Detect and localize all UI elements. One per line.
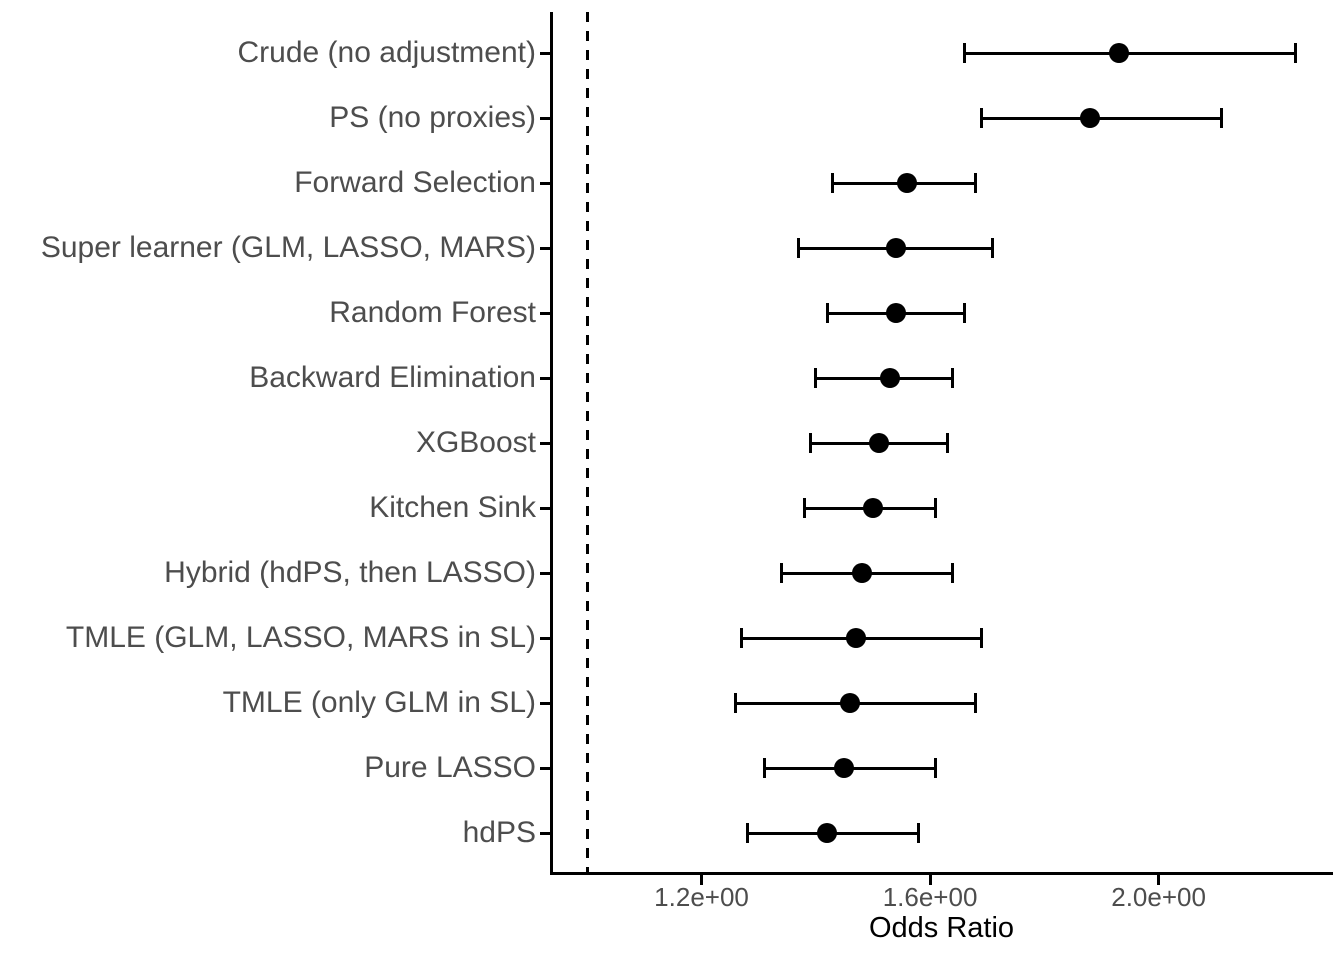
category-label: hdPS [462, 816, 536, 849]
category-label: TMLE (GLM, LASSO, MARS in SL) [65, 621, 536, 654]
category-label: Super learner (GLM, LASSO, MARS) [40, 231, 536, 264]
ci-cap-left [802, 498, 806, 518]
category-label: PS (no proxies) [329, 101, 536, 134]
x-axis-title: Odds Ratio [868, 912, 1015, 944]
ci-cap-right [945, 433, 949, 453]
category-label: Backward Elimination [249, 361, 536, 394]
ci-cap-right [974, 173, 978, 193]
ci-cap-right [917, 823, 921, 843]
ci-cap-left [831, 173, 835, 193]
category-label: TMLE (only GLM in SL) [222, 686, 536, 719]
category-label: Hybrid (hdPS, then LASSO) [164, 556, 536, 589]
y-axis-tick [540, 181, 550, 185]
point-estimate-dot [840, 693, 861, 713]
reference-line-null-effect [585, 12, 589, 872]
category-label: Kitchen Sink [369, 491, 536, 524]
ci-cap-right [934, 758, 938, 778]
ci-cap-left [814, 368, 818, 388]
point-estimate-dot [868, 433, 889, 453]
category-label: Forward Selection [294, 166, 536, 199]
ci-cap-right [951, 563, 955, 583]
ci-cap-left [740, 628, 744, 648]
point-estimate-dot [880, 368, 901, 388]
ci-cap-right [951, 368, 955, 388]
ci-cap-left [797, 238, 801, 258]
x-axis-tick [700, 875, 704, 885]
y-axis-tick [540, 441, 550, 445]
category-label: Random Forest [329, 296, 536, 329]
ci-cap-right [979, 628, 983, 648]
y-axis-tick [540, 571, 550, 575]
y-axis-tick [540, 246, 550, 250]
point-estimate-dot [862, 498, 883, 518]
x-axis-tick [928, 875, 932, 885]
ci-cap-right [934, 498, 938, 518]
y-axis-tick [540, 376, 550, 380]
ci-cap-right [974, 693, 978, 713]
point-estimate-dot [885, 303, 906, 323]
x-axis-line [550, 872, 1333, 875]
y-axis-line [550, 12, 553, 875]
y-axis-tick [540, 766, 550, 770]
x-tick-label: 1.6e+00 [882, 882, 978, 912]
ci-cap-left [962, 43, 966, 63]
ci-cap-left [734, 693, 738, 713]
category-label: Pure LASSO [364, 751, 536, 784]
point-estimate-dot [834, 758, 855, 778]
ci-cap-left [825, 303, 829, 323]
ci-cap-right [1219, 108, 1223, 128]
ci-cap-left [745, 823, 749, 843]
ci-cap-right [962, 303, 966, 323]
y-axis-tick [540, 701, 550, 705]
point-estimate-dot [845, 628, 866, 648]
point-estimate-dot [851, 563, 872, 583]
y-axis-tick [540, 51, 550, 55]
ci-cap-left [780, 563, 784, 583]
x-tick-label: 2.0e+00 [1111, 882, 1206, 912]
category-label: Crude (no adjustment) [237, 36, 536, 69]
ci-cap-left [808, 433, 812, 453]
point-estimate-dot [897, 173, 918, 193]
ci-line [964, 51, 1296, 55]
category-label: XGBoost [415, 426, 536, 459]
ci-line [981, 116, 1222, 120]
point-estimate-dot [885, 238, 906, 258]
x-tick-label: 1.2e+00 [654, 882, 749, 912]
ci-cap-left [979, 108, 983, 128]
y-axis-tick [540, 116, 550, 120]
y-axis-tick [540, 506, 550, 510]
point-estimate-dot [817, 823, 838, 843]
ci-cap-left [762, 758, 766, 778]
y-axis-tick [540, 311, 550, 315]
x-axis-tick [1157, 875, 1161, 885]
ci-cap-right [991, 238, 995, 258]
y-axis-tick [540, 831, 550, 835]
y-axis-tick [540, 636, 550, 640]
ci-cap-right [1294, 43, 1298, 63]
point-estimate-dot [1108, 43, 1129, 63]
point-estimate-dot [1080, 108, 1101, 128]
